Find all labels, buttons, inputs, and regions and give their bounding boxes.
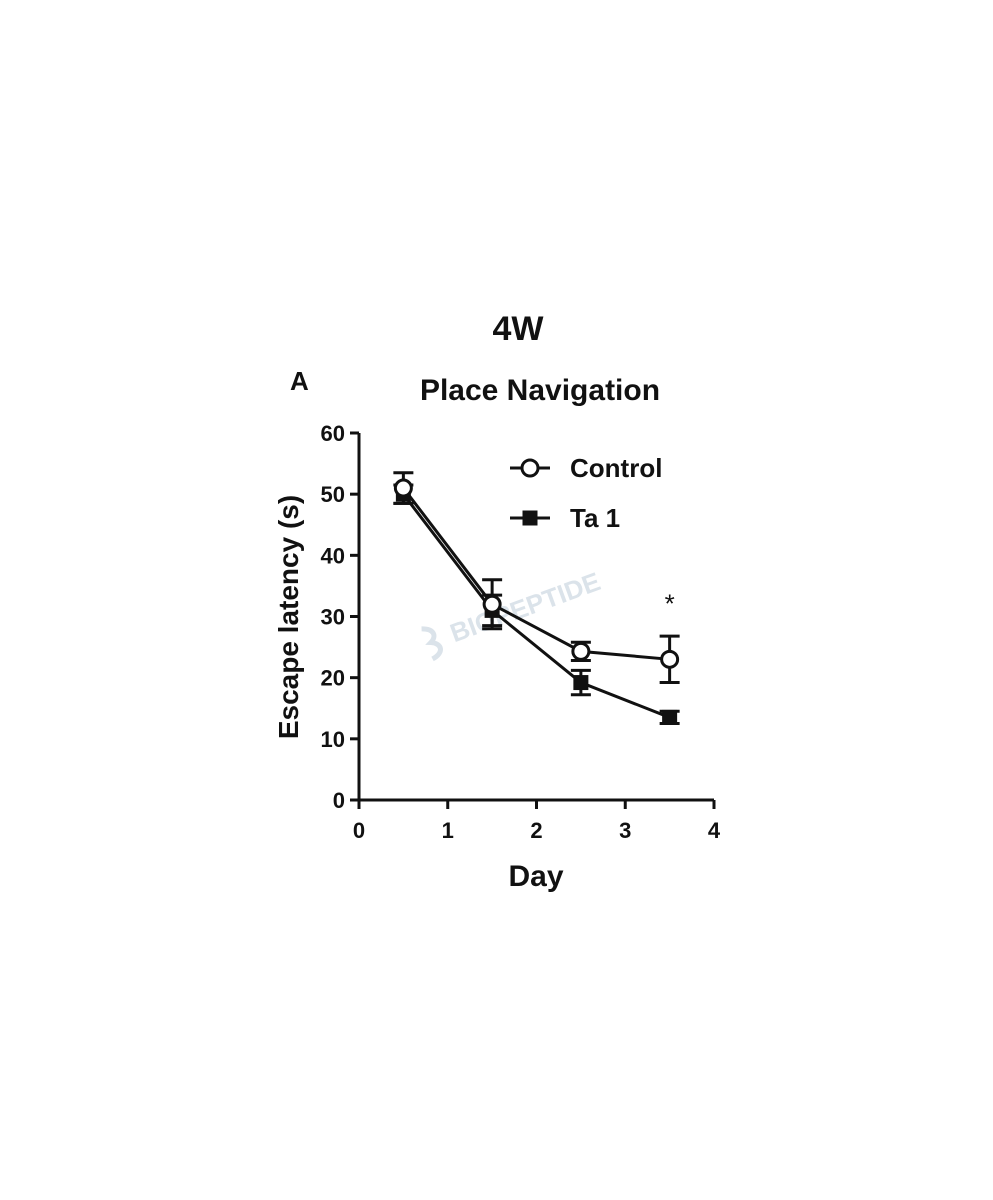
data-point-0 <box>660 649 680 669</box>
legend-marker <box>522 510 538 526</box>
panel-label: A <box>290 366 309 396</box>
legend-marker <box>520 458 540 478</box>
legend: Control Ta 1 <box>510 453 662 533</box>
x-tick-label: 3 <box>619 818 631 843</box>
y-tick-label: 10 <box>321 727 345 752</box>
x-tick-label: 2 <box>530 818 542 843</box>
significance-marker: * <box>665 588 675 618</box>
series-line-0 <box>402 487 670 661</box>
y-tick-label: 60 <box>321 421 345 446</box>
data-point-1 <box>573 675 589 691</box>
y-tick-label: 50 <box>321 482 345 507</box>
x-axis-label: Day <box>508 860 563 893</box>
data-point-0 <box>393 478 413 498</box>
chart-title: Place Navigation <box>420 374 660 407</box>
legend-label: Control <box>570 453 662 483</box>
figure-title: 4W <box>493 310 545 348</box>
x-tick-label: 0 <box>353 818 365 843</box>
y-tick-label: 20 <box>321 666 345 691</box>
y-axis-label: Escape latency (s) <box>273 495 304 739</box>
data-point-0 <box>482 594 502 614</box>
x-tick-label: 4 <box>708 818 721 843</box>
x-tick-label: 1 <box>442 818 454 843</box>
y-tick-label: 40 <box>321 543 345 568</box>
legend-label: Ta 1 <box>570 503 620 533</box>
plot-area: 0 10 20 30 40 50 60 0 1 2 3 4 * Control Ta 1 <box>321 421 721 843</box>
y-tick-label: 0 <box>333 788 345 813</box>
data-point-1 <box>662 709 678 725</box>
data-point-0 <box>571 641 591 661</box>
y-tick-label: 30 <box>321 605 345 630</box>
series-line-1 <box>402 493 671 719</box>
